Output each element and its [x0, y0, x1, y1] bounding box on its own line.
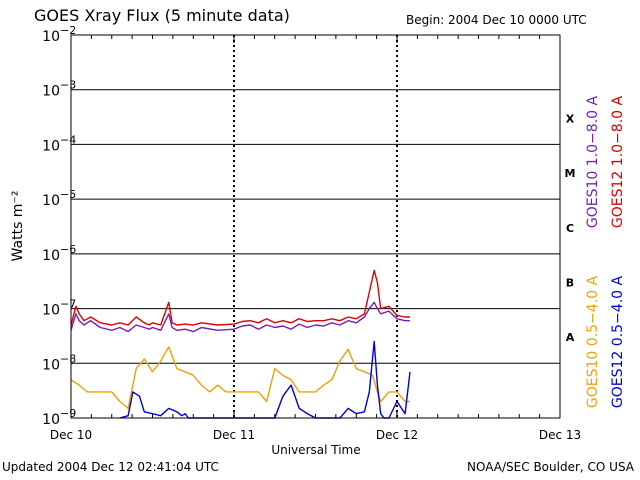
series-line-2 — [70, 269, 410, 326]
x-tick-label: Dec 12 — [376, 428, 418, 442]
series-line-1 — [70, 301, 410, 333]
legend-entry-1: GOES10 1.0−8.0 A — [585, 96, 601, 229]
legend: GOES10 1.0−8.0 A GOES12 1.0−8.0 A GOES10 0… — [585, 96, 626, 409]
y-tick-label: 10 −3 — [42, 79, 76, 100]
y-tick-exponent: −9 — [60, 407, 76, 420]
y-tick-exponent: −6 — [60, 243, 76, 256]
flare-class-b: B — [566, 276, 574, 289]
series-line-3 — [70, 346, 410, 410]
legend-entry-4: GOES12 0.5−4.0 A — [610, 276, 626, 409]
begin-time-label: Begin: 2004 Dec 10 0000 UTC — [406, 13, 587, 27]
y-tick-exponent: −4 — [60, 133, 76, 146]
y-tick-exponent: −2 — [60, 24, 76, 37]
plot-frame — [70, 34, 561, 419]
y-tick-base: 10 — [42, 303, 60, 319]
y-tick-exponent: −8 — [60, 352, 76, 365]
y-tick-base: 10 — [42, 138, 60, 154]
y-tick-exponent: −5 — [60, 188, 76, 201]
y-tick-label: 10 −7 — [42, 298, 76, 319]
x-tick-label: Dec 10 — [50, 428, 92, 442]
y-tick-base: 10 — [42, 248, 60, 264]
y-tick-label: 10 −6 — [42, 243, 76, 264]
y-tick-exponent: −7 — [60, 298, 76, 311]
y-tick-label: 10 −9 — [42, 407, 76, 428]
y-tick-exponent: −3 — [60, 79, 76, 92]
y-tick-label: 10 −4 — [42, 133, 76, 154]
y-tick-base: 10 — [42, 29, 60, 45]
chart-title: GOES Xray Flux (5 minute data) — [34, 6, 290, 25]
flare-class-a: A — [566, 331, 575, 344]
source-credit: NOAA/SEC Boulder, CO USA — [467, 460, 634, 474]
y-tick-base: 10 — [42, 193, 60, 209]
x-tick-label: Dec 11 — [213, 428, 255, 442]
y-tick-label: 10 −5 — [42, 188, 76, 209]
grid — [70, 34, 561, 419]
legend-entry-2: GOES12 1.0−8.0 A — [610, 96, 626, 229]
series-line-4 — [119, 340, 411, 419]
y-tick-labels: 10−910−810−710−610−510−410−310−2 — [42, 24, 76, 428]
legend-entry-3: GOES10 0.5−4.0 A — [585, 276, 601, 409]
y-tick-base: 10 — [42, 84, 60, 100]
series-lines — [70, 269, 411, 419]
y-tick-label: 10 −2 — [42, 24, 76, 45]
x-axis-label: Universal Time — [271, 443, 360, 457]
y-axis-label: Watts m⁻² — [10, 191, 26, 262]
y-tick-base: 10 — [42, 412, 60, 428]
flare-class-labels: A B C M X — [565, 112, 576, 344]
x-tick-label: Dec 13 — [539, 428, 581, 442]
flare-class-c: C — [566, 222, 574, 235]
y-tick-base: 10 — [42, 357, 60, 373]
y-tick-label: 10 −8 — [42, 352, 76, 373]
updated-timestamp: Updated 2004 Dec 12 02:41:04 UTC — [2, 460, 219, 474]
flare-class-m: M — [565, 167, 576, 180]
x-tick-labels: Dec 10 Dec 11 Dec 12 Dec 13 — [50, 428, 581, 442]
flare-class-x: X — [566, 112, 575, 125]
